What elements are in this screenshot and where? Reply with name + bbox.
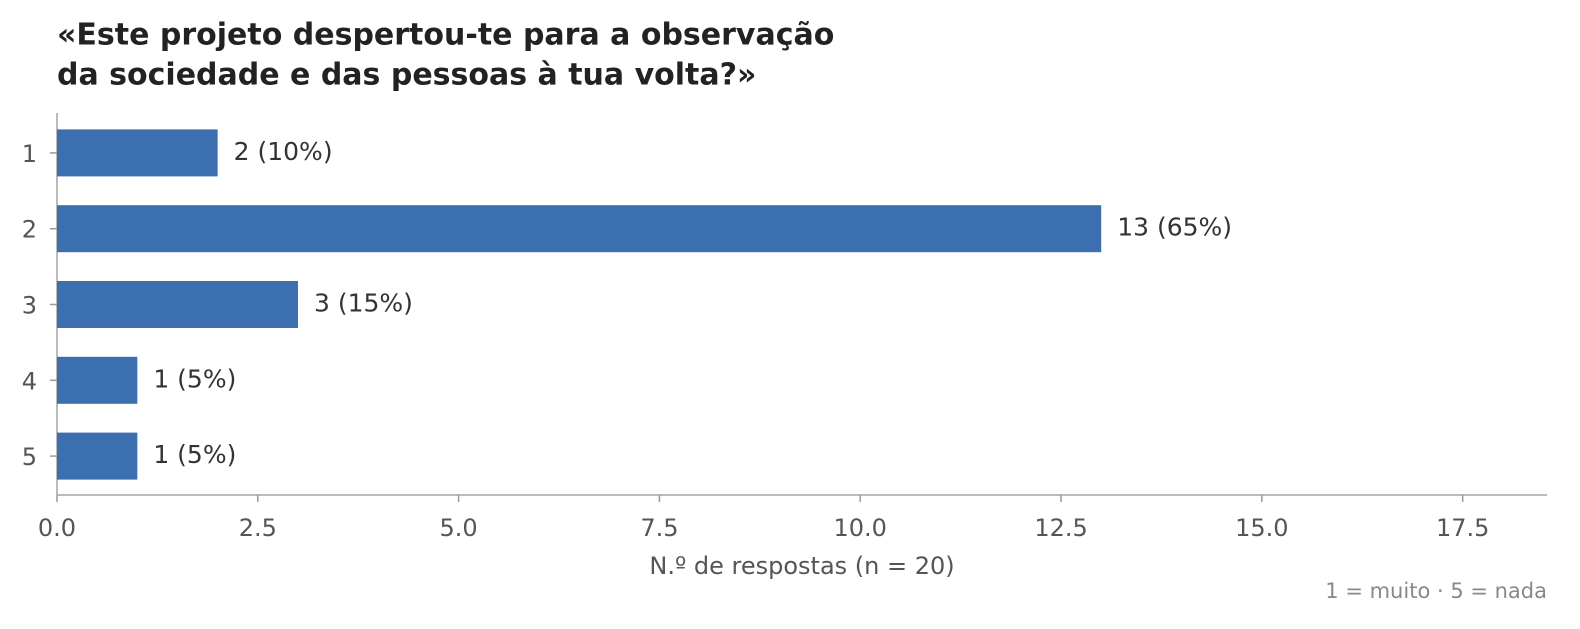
value-label: 2 (10%) — [234, 137, 333, 166]
y-tick-label: 2 — [22, 216, 37, 244]
y-tick-label: 1 — [22, 140, 37, 168]
value-label: 13 (65%) — [1117, 213, 1232, 242]
bar — [57, 129, 218, 177]
bar — [57, 205, 1102, 253]
y-tick-label: 5 — [22, 443, 37, 471]
bar — [57, 432, 138, 480]
x-tick-label: 17.5 — [1436, 514, 1489, 542]
chart-title: da sociedade e das pessoas à tua volta?» — [57, 58, 756, 93]
x-tick-label: 15.0 — [1235, 514, 1288, 542]
x-tick-label: 10.0 — [834, 514, 887, 542]
value-label: 3 (15%) — [314, 289, 413, 318]
bar — [57, 281, 298, 328]
y-tick-label: 3 — [22, 292, 37, 320]
x-tick-label: 5.0 — [440, 514, 478, 542]
x-axis-label: N.º de respostas (n = 20) — [649, 552, 954, 580]
value-label: 1 (5%) — [153, 440, 236, 469]
x-tick-label: 0.0 — [38, 514, 76, 542]
x-tick-label: 12.5 — [1034, 514, 1087, 542]
y-tick-label: 4 — [22, 367, 37, 395]
chart-title: «Este projeto despertou-te para a observ… — [57, 18, 834, 53]
x-tick-label: 2.5 — [239, 514, 277, 542]
x-tick-label: 7.5 — [640, 514, 678, 542]
value-label: 1 (5%) — [153, 364, 236, 393]
bar — [57, 356, 138, 404]
note: 1 = muito · 5 = nada — [1325, 579, 1547, 603]
